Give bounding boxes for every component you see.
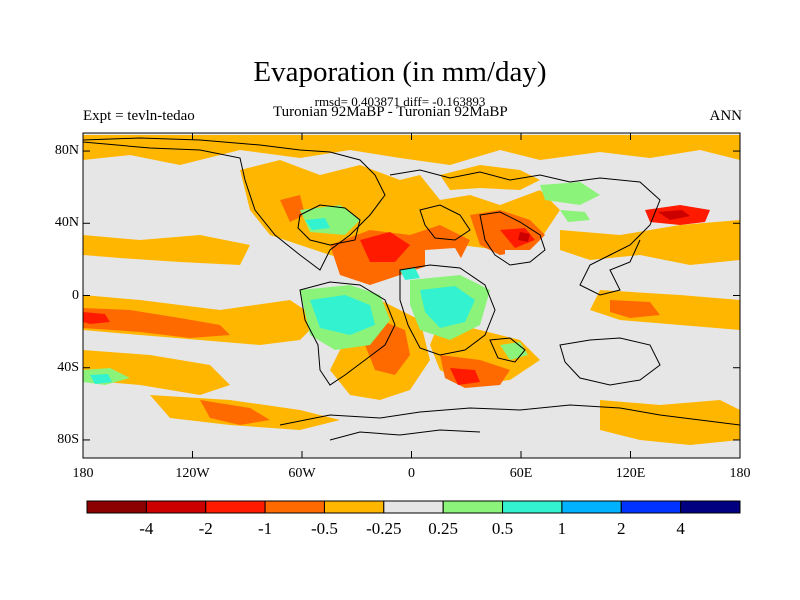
colorbar-level-label: -0.25 (366, 519, 402, 538)
period-subtitle: Turonian 92MaBP - Turonian 92MaBP (273, 104, 508, 120)
y-tick-label: 40S (57, 359, 79, 375)
colorbar-swatch (620, 500, 682, 514)
colorbar-level-label: -4 (139, 519, 154, 538)
colorbar-level-label: 1 (557, 519, 567, 538)
colorbar-level-label: -2 (198, 519, 213, 538)
colorbar-level-label: 2 (617, 519, 626, 538)
colorbar-swatch (680, 500, 741, 514)
colorbar-swatch (561, 500, 622, 514)
y-tick-label: 0 (72, 287, 79, 303)
x-tick-label: 0 (408, 466, 415, 481)
x-tick-label: 120W (175, 466, 210, 481)
x-tick-label: 120E (615, 466, 646, 481)
x-tick-label: 180 (729, 466, 751, 481)
colorbar-swatch (86, 500, 147, 514)
colorbar-level-label: 0.5 (491, 519, 514, 538)
y-tick-label: 80N (54, 143, 79, 159)
coastlines (83, 137, 740, 441)
experiment-label: Expt = tevln-tedao (83, 108, 195, 124)
colorbar-level-label: 4 (676, 519, 685, 538)
plot-title: Evaporation (in mm/day) (253, 56, 547, 88)
season-label: ANN (709, 108, 743, 124)
colorbar-swatch (383, 500, 444, 514)
colorbar-level-label: -1 (258, 519, 273, 538)
colorbar-swatch (502, 500, 563, 514)
colorbar-swatch (442, 500, 504, 514)
colorbar-level-label: -0.5 (310, 519, 338, 538)
anomaly-band-neg-2 (518, 210, 690, 242)
anomaly-band-pos-05 (90, 218, 475, 384)
anomaly-field (83, 135, 740, 445)
colorbar-swatch (205, 500, 266, 514)
rmsd-diff-stats: rmsd= 0.403871 diff= -0.163893 (314, 94, 486, 109)
colorbar-swatch (264, 500, 325, 514)
colorbar-swatch (323, 500, 385, 514)
anomaly-band-near-zero (425, 248, 538, 275)
x-tick-label: 180 (72, 466, 94, 481)
y-tick-label: 80S (57, 431, 79, 447)
colorbar-swatch (145, 500, 207, 514)
y-tick-label: 40N (54, 215, 79, 231)
x-tick-label: 60W (288, 466, 316, 481)
x-tick-label: 60E (509, 466, 533, 481)
colorbar-level-label: 0.25 (428, 519, 459, 538)
